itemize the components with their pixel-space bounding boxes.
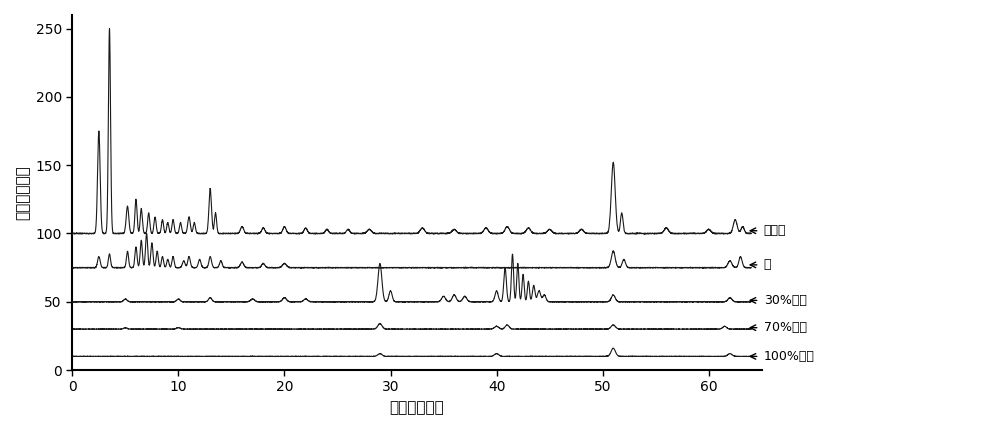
Text: 70%乙醇: 70%乙醇 [764, 321, 807, 334]
Y-axis label: 强度（毫伏）: 强度（毫伏） [15, 165, 30, 220]
Text: 上样液: 上样液 [764, 224, 786, 237]
Text: 水: 水 [764, 258, 771, 271]
X-axis label: 时间（分钟）: 时间（分钟） [390, 400, 444, 415]
Text: 30%乙醇: 30%乙醇 [764, 294, 807, 307]
Text: 100%乙醇: 100%乙醇 [764, 350, 815, 363]
